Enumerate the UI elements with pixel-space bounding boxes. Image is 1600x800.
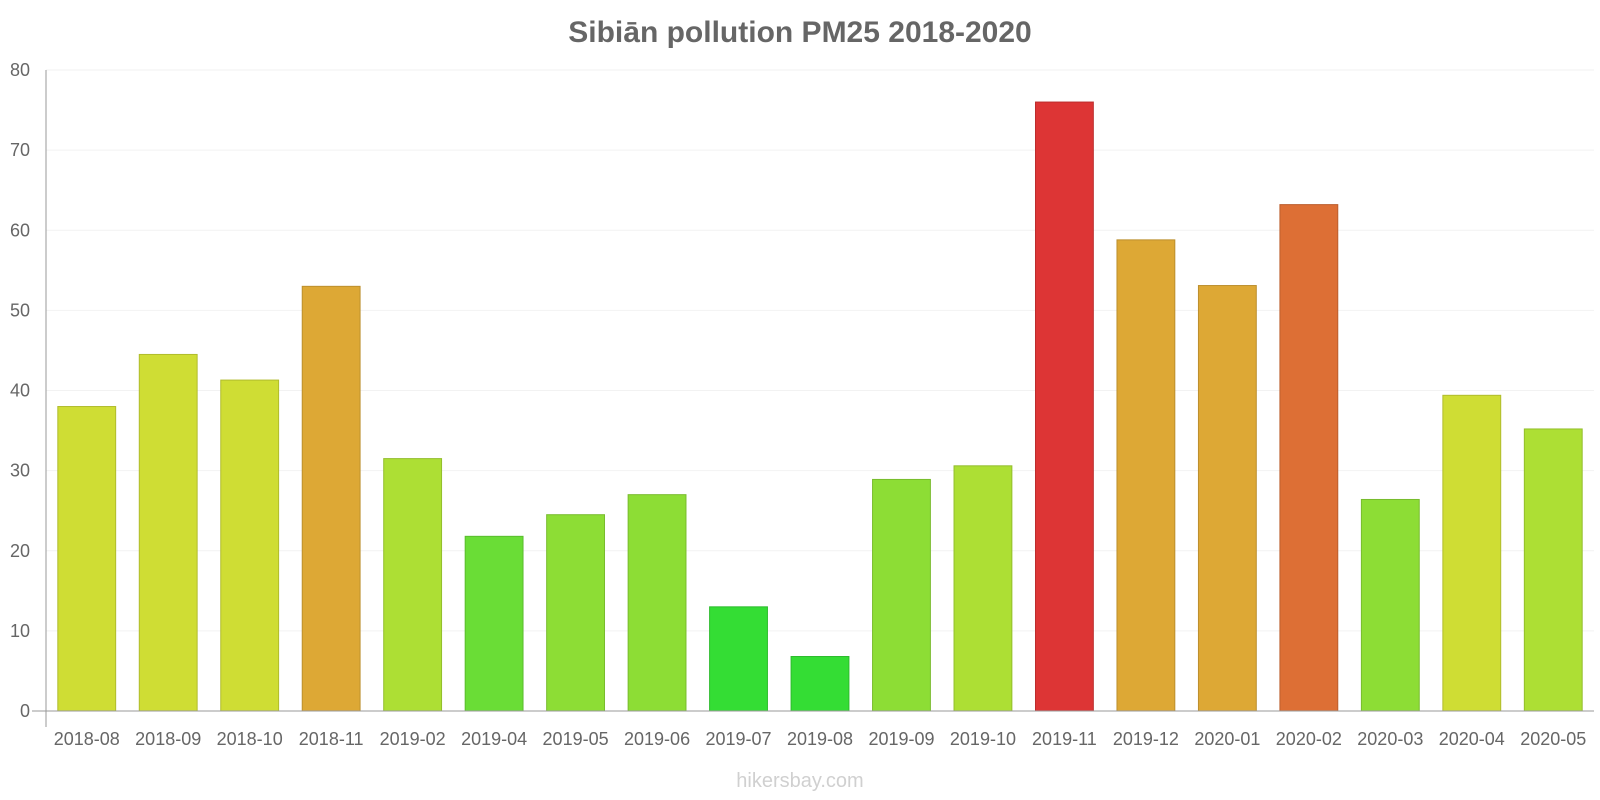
bar-2019-05 — [546, 514, 606, 712]
x-tick-label: 2018-08 — [54, 729, 120, 749]
x-tick-label: 2018-10 — [217, 729, 283, 749]
x-tick-label: 2020-04 — [1439, 729, 1505, 749]
bar-2018-10 — [220, 379, 280, 712]
y-tick-labels: 0 10 20 30 40 50 60 70 80 — [10, 60, 30, 721]
y-tick-label: 0 — [20, 701, 30, 721]
x-tick-label: 2019-11 — [1032, 729, 1097, 749]
bar-2019-02 — [383, 458, 443, 712]
watermark: hikersbay.com — [736, 770, 864, 792]
x-tick-label: 2019-04 — [461, 729, 527, 749]
bar-2019-09 — [872, 478, 931, 712]
chart-title: Sibiān pollution PM25 2018-2020 — [568, 16, 1032, 49]
y-tick-label: 80 — [10, 60, 30, 80]
x-tick-label: 2019-10 — [950, 729, 1016, 749]
y-tick-label: 20 — [10, 541, 30, 561]
bar-2019-12 — [1116, 239, 1176, 712]
x-tick-label: 2020-05 — [1520, 729, 1586, 749]
bar-2018-11 — [301, 285, 361, 712]
bar-2020-03 — [1360, 498, 1420, 712]
x-tick-labels: 2018-08 2018-09 2018-10 2018-11 2019-02 2019-… — [54, 729, 1587, 749]
y-tick-label: 50 — [10, 300, 30, 320]
x-tick-label: 2020-02 — [1276, 729, 1342, 749]
bar-2019-04 — [464, 535, 524, 712]
x-tick-label: 2019-07 — [705, 729, 771, 749]
bar-2020-02 — [1279, 204, 1339, 712]
y-tick-label: 70 — [10, 140, 30, 160]
bar-2020-05 — [1523, 428, 1583, 712]
bar-2019-11 — [1034, 101, 1094, 712]
bar-2019-07 — [709, 606, 768, 712]
bar-2019-06 — [627, 494, 687, 712]
y-tick-label: 60 — [10, 220, 30, 240]
y-tick-label: 10 — [10, 621, 30, 641]
x-tick-label: 2020-03 — [1357, 729, 1423, 749]
x-tick-label: 2020-01 — [1194, 729, 1260, 749]
x-tick-label: 2019-05 — [543, 729, 609, 749]
x-tick-label: 2018-11 — [299, 729, 364, 749]
x-tick-label: 2019-02 — [380, 729, 446, 749]
x-tick-label: 2019-06 — [624, 729, 690, 749]
bar-2020-01 — [1197, 285, 1257, 712]
bar-2018-09 — [138, 353, 198, 712]
bar-2020-04 — [1442, 394, 1502, 712]
bar-2018-08 — [57, 406, 117, 712]
x-tick-label: 2018-09 — [135, 729, 201, 749]
x-tick-label: 2019-08 — [787, 729, 853, 749]
bar-2019-08 — [790, 656, 850, 712]
bar-2019-10 — [953, 465, 1013, 712]
x-tick-label: 2019-09 — [868, 729, 934, 749]
x-tick-label: 2019-12 — [1113, 729, 1179, 749]
y-tick-label: 30 — [10, 461, 30, 481]
bars — [57, 101, 1583, 712]
axes — [32, 70, 1594, 727]
y-tick-label: 40 — [10, 381, 30, 401]
